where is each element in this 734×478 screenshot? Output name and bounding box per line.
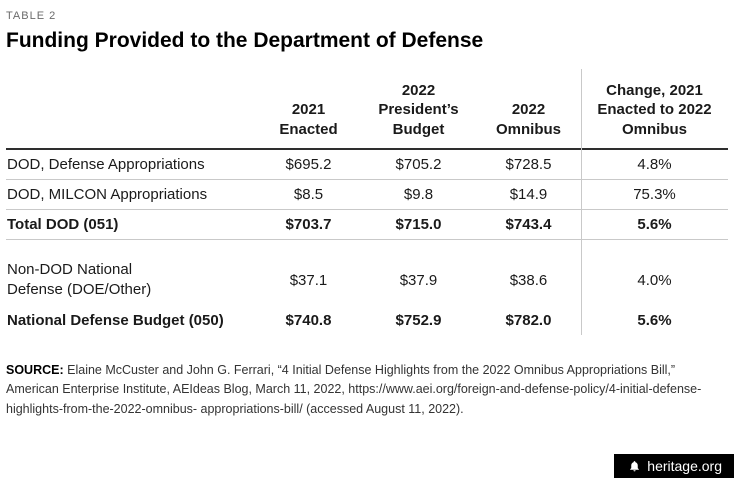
table-label: TABLE 2 <box>6 10 57 22</box>
cell-value: $715.0 <box>395 216 442 233</box>
brand-text: heritage.org <box>647 458 722 474</box>
cell-value: $695.2 <box>285 156 332 173</box>
cell-value: $37.1 <box>289 271 328 289</box>
cell-value: $782.0 <box>505 312 552 329</box>
header-cell: 2021 Enacted <box>279 101 338 138</box>
cell-value: $703.7 <box>285 216 332 233</box>
cell-value: 4.0% <box>637 271 672 289</box>
column-divider <box>581 69 582 335</box>
row-label: Non-DOD National Defense (DOE/Other) <box>7 260 152 298</box>
header-cell: 2022 Omnibus <box>495 101 561 138</box>
table-row: Total DOD (051) $703.7 $715.0 $743.4 5.6% <box>6 210 728 240</box>
table-row: National Defense Budget (050) $740.8 $752.… <box>6 306 728 335</box>
cell-value: $38.6 <box>509 271 548 289</box>
source-note: SOURCE: Elaine McCuster and John G. Ferr… <box>6 361 726 419</box>
table-row: DOD, Defense Appropriations $695.2 $705.2 $… <box>6 150 728 180</box>
dod-funding-table: 2021 Enacted 2022 President’s Budget 2022 … <box>6 69 728 335</box>
table-row: DOD, MILCON Appropriations $8.5 $9.8 $14.9 7… <box>6 180 728 210</box>
cell-value: 75.3% <box>633 186 676 203</box>
cell-value: $743.4 <box>505 216 552 233</box>
page-title: Funding Provided to the Department of De… <box>6 29 484 52</box>
cell-value: $705.2 <box>395 156 442 173</box>
cell-value: $728.5 <box>505 156 552 173</box>
cell-value: 4.8% <box>637 156 672 173</box>
table-header-row: 2021 Enacted 2022 President’s Budget 2022 … <box>6 69 728 150</box>
cell-value: $9.8 <box>403 186 434 203</box>
cell-value: $8.5 <box>293 186 324 203</box>
row-label: DOD, MILCON Appropriations <box>7 186 208 203</box>
row-label: Total DOD (051) <box>7 216 119 233</box>
cell-value: $740.8 <box>285 312 332 329</box>
table-row: Non-DOD National Defense (DOE/Other) $37.… <box>6 254 728 306</box>
row-label: DOD, Defense Appropriations <box>7 156 205 173</box>
cell-value: 5.6% <box>637 216 672 233</box>
cell-value: $752.9 <box>395 312 442 329</box>
heritage-brand-bar: heritage.org <box>614 454 734 478</box>
table-body: DOD, Defense Appropriations $695.2 $705.2 $… <box>6 150 728 335</box>
cell-value: 5.6% <box>637 312 672 329</box>
cell-value: $14.9 <box>509 186 548 203</box>
cell-value: $37.9 <box>399 271 438 289</box>
source-label: SOURCE: <box>6 363 64 377</box>
header-cell: 2022 President’s Budget <box>378 81 459 138</box>
header-cell: Change, 2021 Enacted to 2022 Omnibus <box>597 81 712 138</box>
liberty-bell-icon <box>628 460 641 473</box>
source-text: Elaine McCuster and John G. Ferrari, “4 … <box>6 363 702 416</box>
row-label: National Defense Budget (050) <box>7 312 224 329</box>
